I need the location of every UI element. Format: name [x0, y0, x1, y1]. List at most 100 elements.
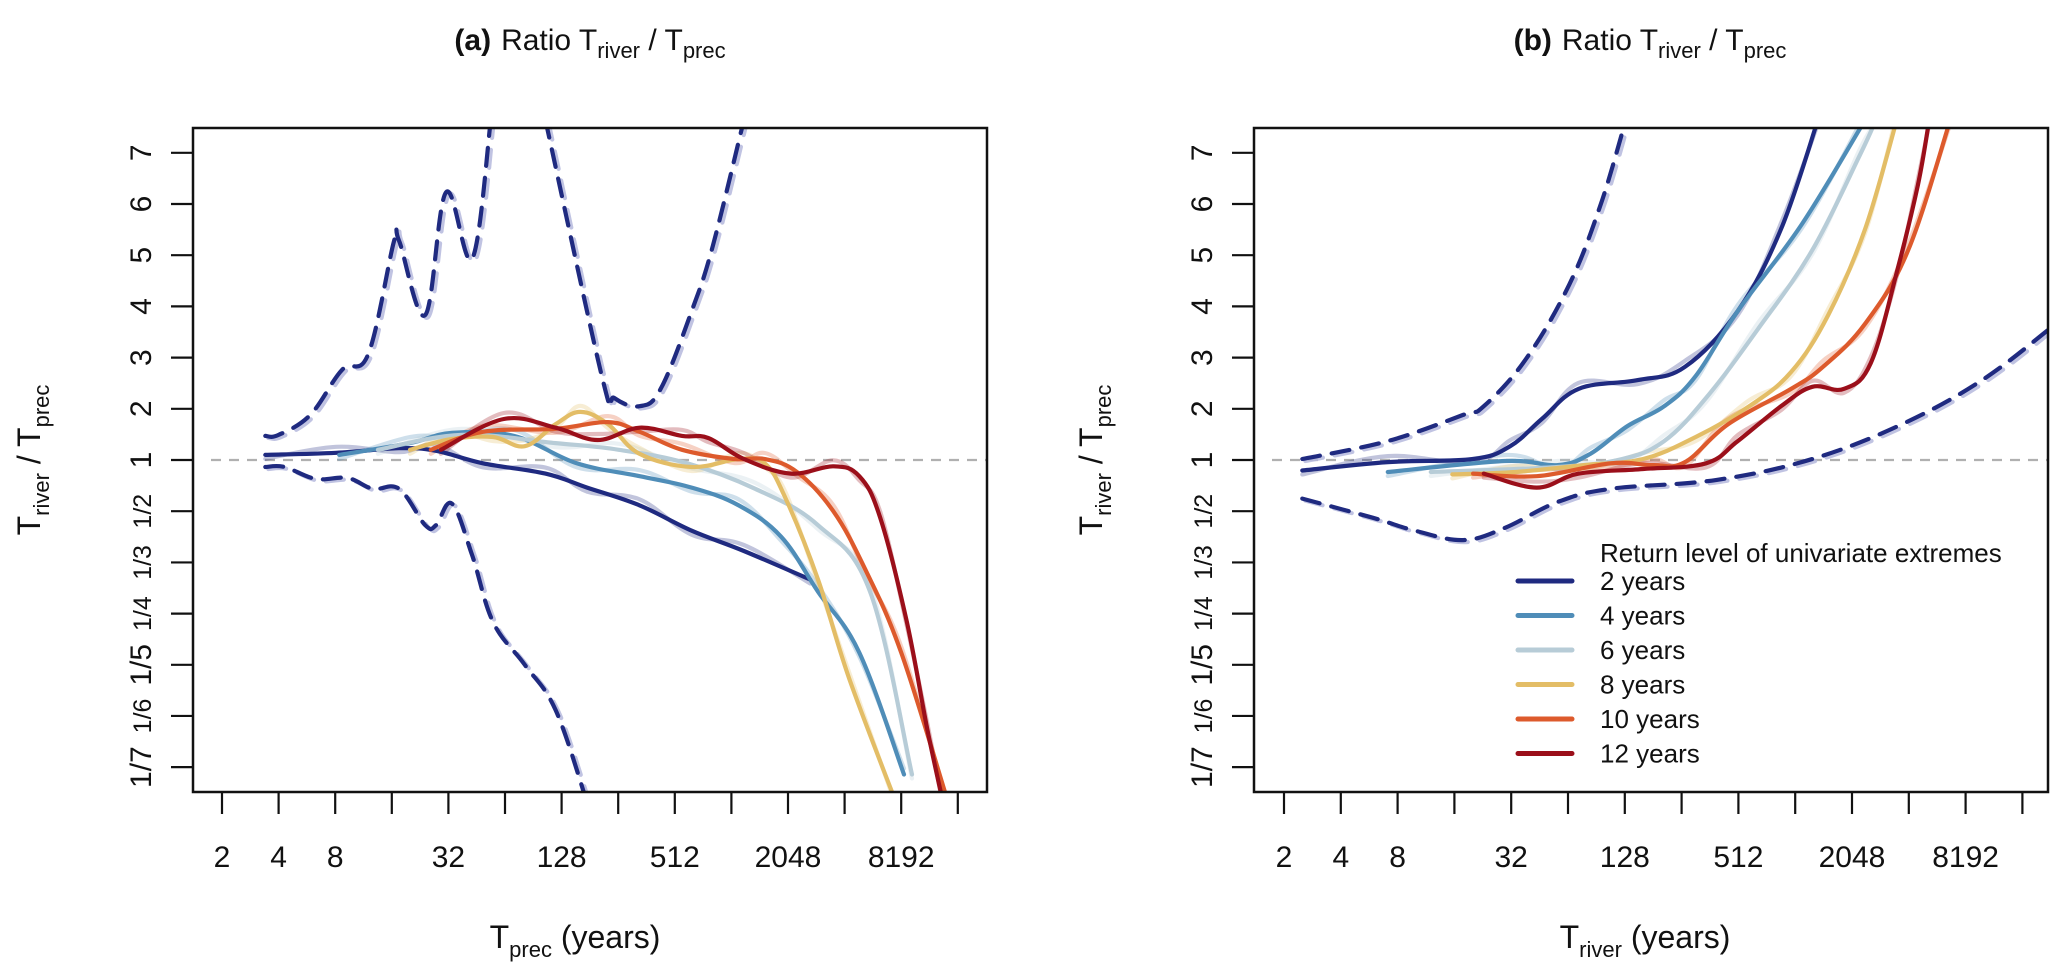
panel-b-ylabel-sub1: river	[1091, 473, 1116, 516]
panel-a-x-tick-label: 128	[537, 841, 587, 874]
legend-label-2-years: 2 years	[1600, 566, 1685, 596]
panel-a-x-tick-label: 2048	[755, 841, 822, 874]
panel-b-x-tick-label: 8	[1389, 841, 1406, 874]
panel-a-x-tick-label: 512	[650, 841, 700, 874]
legend-label-8-years: 8 years	[1600, 670, 1685, 700]
panel-a-y-tick-label: 1/4	[129, 596, 157, 631]
legend-label-4-years: 4 years	[1600, 601, 1685, 631]
panel-a-series-12-years	[438, 416, 943, 792]
panel-a-x-tick-label: 2	[214, 841, 231, 874]
panel-a-x-tick-label: 8192	[868, 841, 935, 874]
panel-b-x-tick-label: 4	[1332, 841, 1349, 874]
panel-b-title-main: Ratio T	[1562, 24, 1658, 57]
panel-b-series-2-years-lower-bound-companion	[1303, 331, 2048, 545]
panel-b-x-tick-label: 512	[1713, 841, 1763, 874]
panel-b-series-2-years-upper-bound	[1300, 130, 1625, 462]
panel-b-x-tick-label: 2	[1276, 841, 1293, 874]
panel-b-y-tick-label: 5	[1186, 247, 1219, 264]
panel-b: (b) Ratio Triver / Tprec 2 4 8 32 128 512 2048 8…	[1073, 24, 2050, 962]
panel-b-series-8-years-raw	[1450, 128, 1896, 481]
panel-a-x-axis-title: Tprec (years)	[490, 919, 661, 962]
panel-a-title-sep: / T	[640, 24, 683, 57]
panel-b-x-tick-label: 8192	[1932, 841, 1999, 874]
panel-a-x-tick-label: 32	[432, 841, 465, 874]
panel-b-series-12-years	[1481, 128, 1931, 490]
panel-b-series-2-years-upper-bound-companion	[1303, 132, 1628, 464]
panel-a-xlabel-main: T	[490, 919, 510, 955]
panel-a-ylabel-main: T	[11, 516, 47, 536]
panel-b-letter-close: )	[1542, 24, 1552, 57]
panel-b-title: (b) Ratio Triver / Tprec	[1514, 24, 1787, 63]
panel-a-y-tick-label: 3	[125, 349, 158, 366]
panel-b-x-tick-label: 2048	[1819, 841, 1886, 874]
panel-b-y-tick-label: 1/5	[1186, 644, 1219, 686]
panel-a-series-2-years-raw	[263, 442, 813, 586]
panel-b-title-sep: / T	[1701, 24, 1744, 57]
legend-entries: 2 years 4 years 6 years 8 years 10 years 12 y…	[1515, 566, 1700, 769]
panel-a-axes: 2 4 8 32 128 512 2048 819276543211/21/31/41/51/…	[125, 144, 959, 874]
panel-a-letter: (	[454, 24, 464, 57]
panel-b-x-tick-label: 128	[1600, 841, 1650, 874]
panel-a-x-tick-label: 4	[270, 841, 287, 874]
panel-a-letter-close: )	[481, 24, 491, 57]
panel-b-title-sub2: prec	[1744, 38, 1787, 63]
panel-a-ylabel-sub1: river	[29, 473, 54, 516]
panel-a-x-tick-label: 8	[327, 841, 344, 874]
panel-b-series-6-years	[1428, 128, 1875, 475]
panel-a-series-2-years-lower-bound	[263, 463, 586, 792]
panel-a-series-8-years	[407, 409, 895, 792]
panel-b-xlabel-main: T	[1560, 919, 1580, 955]
panel-a-title-sub1: river	[597, 38, 640, 63]
panel-b-y-tick-label: 4	[1186, 298, 1219, 315]
panel-b-series-10-years-raw	[1471, 128, 1952, 480]
panel-a-y-tick-label: 1/2	[129, 494, 157, 529]
panel-b-series-2-years-lower-bound	[1300, 327, 2048, 543]
panel-b-y-axis-title: Triver / Tprec	[1073, 385, 1116, 536]
panel-b-y-tick-label: 1/7	[1186, 746, 1219, 788]
panel-a-series-4-years-raw	[337, 426, 907, 771]
panel-b-y-tick-label: 1/4	[1190, 596, 1218, 631]
panel-a-y-tick-label: 2	[125, 400, 158, 417]
panel-a-title-sub2: prec	[683, 38, 726, 63]
panel-b-xlabel-rest: (years)	[1622, 919, 1730, 955]
panel-a-series-2-years-upper-bound-cont	[545, 128, 745, 409]
panel-b-y-tick-label: 1/3	[1190, 545, 1218, 580]
panel-a-plot-area	[211, 128, 987, 792]
panel-b-series-8-years	[1450, 128, 1897, 477]
panel-a-series-10-years-raw	[428, 413, 947, 792]
panel-a-y-tick-label: 1/7	[125, 746, 158, 788]
panel-a-letter-text: a	[464, 24, 481, 57]
panel-a-series-2-years-lower-bound-companion	[266, 465, 589, 792]
panel-a-y-tick-label: 6	[125, 196, 158, 213]
panel-a-y-tick-label: 1/5	[125, 644, 158, 686]
panel-a-y-tick-label: 1/6	[129, 699, 157, 734]
panel-a-ylabel-sep: / T	[11, 427, 47, 473]
panel-a-series-2-years-upper-bound-companion	[266, 128, 496, 441]
panel-b-plot-area	[1272, 128, 2048, 545]
panel-b-ylabel-sub2: prec	[1091, 385, 1116, 428]
panel-b-y-tick-label: 7	[1186, 144, 1219, 161]
panel-b-series-4-years	[1385, 128, 1863, 475]
panel-a-title-main: Ratio T	[501, 24, 597, 57]
panel-a-y-axis-title: Triver / Tprec	[11, 385, 54, 536]
panel-a-y-tick-label: 5	[125, 247, 158, 264]
panel-b-y-tick-label: 1	[1186, 452, 1219, 469]
panel-a-ylabel-sub2: prec	[29, 385, 54, 428]
panel-b-series-12-years-raw	[1481, 128, 1931, 484]
panel-a-series-10-years	[428, 419, 948, 792]
panel-a-y-tick-label: 1/3	[129, 545, 157, 580]
panel-b-y-tick-label: 6	[1186, 196, 1219, 213]
panel-b-x-tick-label: 32	[1495, 841, 1528, 874]
panel-b-ylabel-sep: / T	[1073, 427, 1109, 473]
panel-b-series-2-years	[1300, 128, 1818, 473]
legend-label-10-years: 10 years	[1600, 704, 1700, 734]
legend-label-6-years: 6 years	[1600, 635, 1685, 665]
panel-b-letter-text: b	[1524, 24, 1542, 57]
panel-b-xlabel-sub: river	[1579, 937, 1622, 962]
panel-a-title: (a) Ratio Triver / Tprec	[454, 24, 725, 63]
panel-b-y-tick-label: 1/6	[1190, 699, 1218, 734]
legend-title: Return level of univariate extremes	[1600, 538, 2002, 568]
panel-b-axes: 2 4 8 32 128 512 2048 819276543211/21/31/41/51/…	[1186, 144, 2024, 874]
panel-a-y-tick-label: 4	[125, 298, 158, 315]
